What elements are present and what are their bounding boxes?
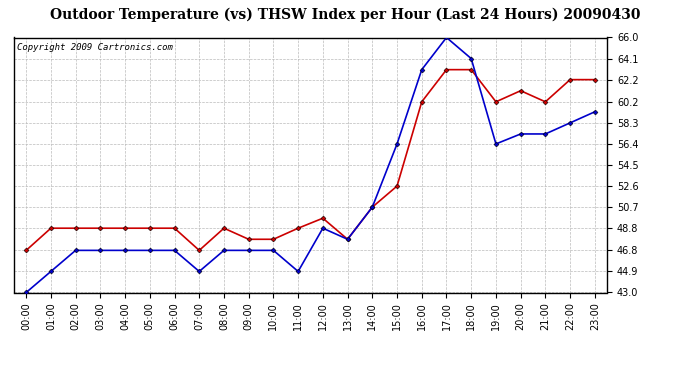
- Text: Outdoor Temperature (vs) THSW Index per Hour (Last 24 Hours) 20090430: Outdoor Temperature (vs) THSW Index per …: [50, 8, 640, 22]
- Text: Copyright 2009 Cartronics.com: Copyright 2009 Cartronics.com: [17, 43, 172, 52]
